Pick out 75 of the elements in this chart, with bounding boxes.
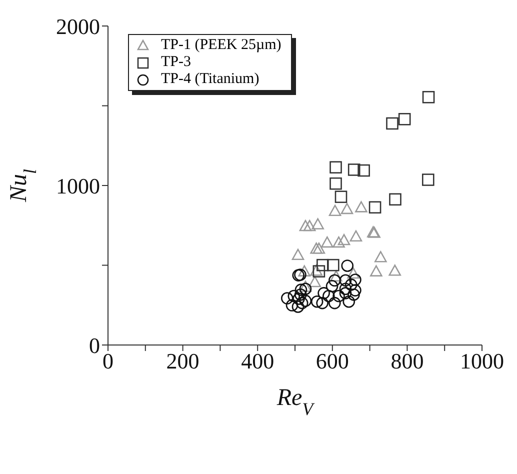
point (299, 282, 312, 296)
y-tick-label: 0 (89, 332, 100, 358)
point (350, 230, 362, 242)
point (344, 278, 358, 291)
point (330, 161, 342, 174)
point (321, 236, 334, 248)
point (422, 90, 435, 104)
point (280, 292, 294, 304)
point (368, 201, 382, 214)
point (341, 260, 354, 272)
point (328, 296, 341, 310)
legend-label: TP-4 (Titanium) (161, 71, 260, 88)
point (422, 174, 434, 186)
point (339, 282, 352, 296)
point (299, 294, 312, 307)
point (342, 295, 356, 308)
point (338, 234, 350, 246)
point (326, 280, 338, 292)
point (398, 113, 411, 126)
point (339, 287, 352, 300)
x-tick-label: 800 (390, 348, 424, 374)
y-tick-label: 1000 (56, 173, 100, 198)
x-tick-label: 200 (166, 348, 200, 374)
x-tick-label: 1000 (460, 348, 504, 374)
point (292, 248, 304, 260)
point (389, 193, 402, 206)
x-axis-title: Re$_{V}$ (276, 385, 316, 419)
point (316, 258, 329, 272)
point (299, 280, 312, 292)
point (296, 296, 308, 310)
point (308, 276, 321, 288)
point (328, 204, 342, 216)
point (332, 236, 345, 248)
point (332, 290, 345, 302)
point (312, 265, 326, 278)
point (340, 202, 354, 214)
legend-label: TP-1 (PEEK 25µm) (161, 37, 282, 54)
point (292, 300, 304, 313)
point (347, 267, 360, 279)
point (299, 220, 312, 232)
point (294, 284, 308, 296)
point (310, 264, 322, 276)
point (322, 290, 335, 302)
point (303, 220, 316, 232)
point (298, 265, 310, 276)
point (312, 218, 324, 230)
point (349, 284, 362, 296)
point (349, 274, 362, 286)
point (386, 117, 398, 130)
x-tick-label: 400 (241, 348, 274, 374)
point (355, 201, 368, 212)
point (294, 288, 307, 301)
point (328, 274, 341, 287)
point (348, 288, 360, 301)
legend-label: TP-3 (161, 54, 191, 71)
point (370, 265, 382, 276)
point (334, 190, 348, 203)
point (358, 164, 370, 177)
point (388, 264, 402, 276)
point (288, 290, 300, 302)
point (312, 242, 326, 254)
point (318, 287, 330, 300)
point (292, 292, 305, 305)
point (286, 299, 298, 312)
point (330, 177, 342, 190)
point (339, 274, 352, 287)
point (330, 270, 342, 282)
point (316, 296, 328, 310)
y-tick-label: 2000 (56, 14, 100, 39)
point (327, 258, 340, 272)
point (310, 242, 322, 254)
point (374, 251, 387, 262)
x-tick-label: 600 (316, 348, 349, 374)
point (310, 295, 324, 308)
point (348, 164, 360, 176)
